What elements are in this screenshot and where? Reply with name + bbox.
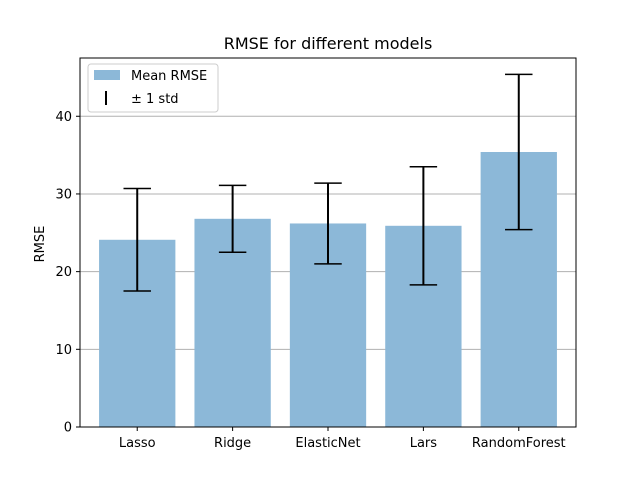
legend-swatch-mean-rmse bbox=[94, 70, 120, 80]
y-tick-label: 30 bbox=[55, 187, 72, 202]
legend-label-mean-rmse: Mean RMSE bbox=[131, 69, 207, 84]
bar-ridge bbox=[194, 218, 271, 427]
y-tick-label: 0 bbox=[64, 421, 72, 436]
y-tick-label: 20 bbox=[55, 265, 72, 280]
x-tick-label: Lars bbox=[410, 436, 438, 451]
axes: 0 10 20 30 40 Lasso Ridge ElasticNet Lars RandomF… bbox=[55, 57, 577, 451]
error-bars bbox=[123, 73, 533, 292]
y-tick-label: 40 bbox=[55, 110, 72, 125]
legend-label-std: ± 1 std bbox=[131, 92, 179, 107]
x-tick-label: Lasso bbox=[119, 436, 156, 451]
chart-title: RMSE for different models bbox=[224, 34, 433, 53]
x-tick-label: Ridge bbox=[214, 436, 251, 451]
y-axis-label: RMSE bbox=[33, 226, 48, 263]
x-tick-label: RandomForest bbox=[472, 436, 566, 451]
plot-frame bbox=[79, 57, 577, 428]
x-tick-label: ElasticNet bbox=[295, 436, 360, 451]
y-tick-label: 10 bbox=[55, 343, 72, 358]
legend-frame bbox=[87, 63, 219, 113]
legend: Mean RMSE ± 1 std bbox=[87, 63, 219, 113]
